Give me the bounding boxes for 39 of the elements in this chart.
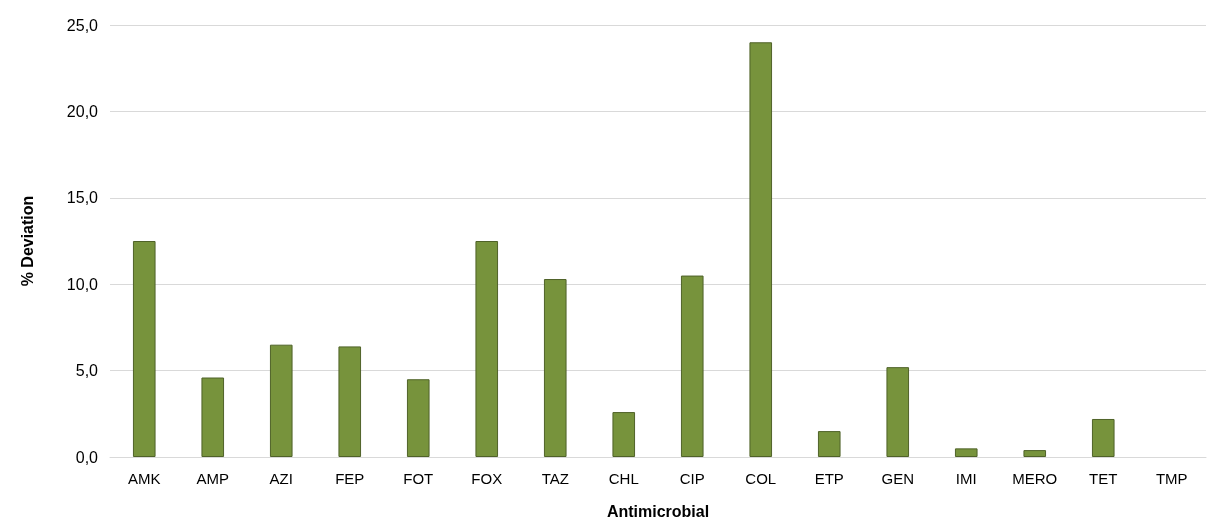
- x-tick-label: MERO: [1012, 470, 1058, 487]
- x-tick-label: COL: [745, 470, 777, 487]
- bar: [338, 346, 362, 457]
- x-axis-title: Antimicrobial: [606, 502, 710, 520]
- bar: [1023, 450, 1047, 457]
- bar: [269, 344, 293, 457]
- bar: [201, 377, 225, 457]
- x-tick-label: TMP: [1155, 470, 1188, 487]
- x-tick-label: FEP: [335, 470, 365, 487]
- bar: [749, 42, 773, 457]
- y-axis-title: % Deviation: [18, 195, 36, 287]
- x-tick-label: FOX: [471, 470, 503, 487]
- x-tick-label: ETP: [814, 470, 844, 487]
- x-tick-label: AMP: [196, 470, 230, 487]
- x-tick-label: TAZ: [541, 470, 569, 487]
- y-tick-label: 0,0: [75, 448, 99, 466]
- x-tick-label: TET: [1089, 470, 1118, 487]
- bar: [543, 279, 567, 457]
- bar: [406, 379, 430, 457]
- y-tick-label: 25,0: [66, 16, 99, 34]
- x-tick-label: CIP: [679, 470, 705, 487]
- x-tick-label: AMK: [127, 470, 161, 487]
- y-tick-label: 15,0: [66, 189, 99, 207]
- y-tick-label: 5,0: [75, 362, 99, 380]
- x-tick-label: CHL: [608, 470, 639, 487]
- x-tick-label: AZI: [269, 470, 293, 487]
- x-tick-label: FOT: [403, 470, 434, 487]
- bar: [954, 448, 978, 457]
- y-tick-label: 20,0: [66, 102, 99, 120]
- bar: [886, 367, 910, 457]
- bar: [475, 241, 499, 457]
- x-tick-label: IMI: [955, 470, 977, 487]
- bar: [612, 412, 636, 457]
- bar: [680, 275, 704, 457]
- bar: [1091, 418, 1115, 457]
- x-tick-label: GEN: [881, 470, 915, 487]
- bar: [132, 241, 156, 457]
- y-tick-label: 10,0: [66, 275, 99, 293]
- bar: [817, 431, 841, 457]
